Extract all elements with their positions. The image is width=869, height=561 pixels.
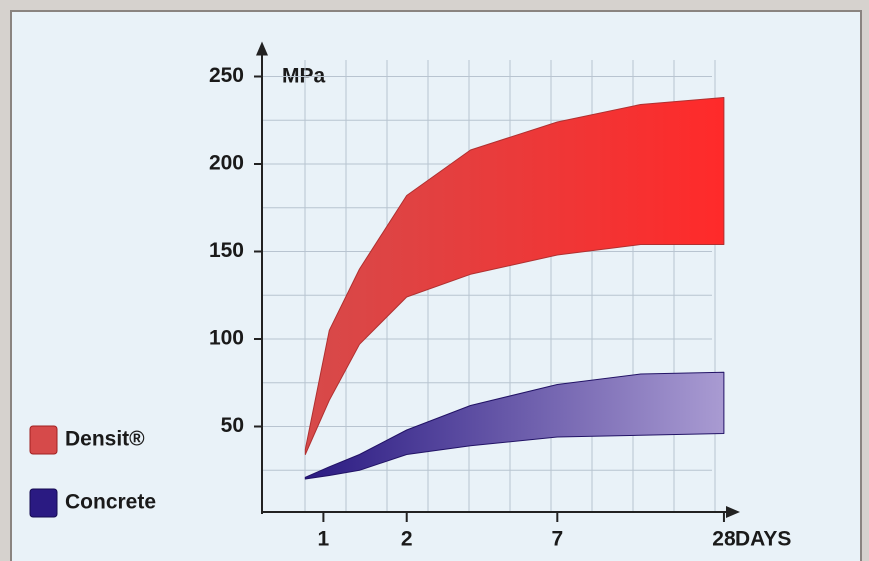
y-tick-label: 150 bbox=[209, 239, 244, 262]
x-tick-label: 1 bbox=[318, 528, 330, 551]
legend-label: Concrete bbox=[65, 491, 156, 514]
x-axis-arrow bbox=[726, 506, 740, 518]
range-band bbox=[304, 97, 725, 455]
y-axis-arrow bbox=[256, 41, 268, 56]
x-axis-label: DAYS bbox=[735, 528, 791, 551]
y-tick-label: 50 bbox=[221, 414, 244, 437]
legend-label: Densit® bbox=[65, 428, 145, 451]
y-tick-label: 200 bbox=[209, 152, 244, 175]
y-tick-label: 100 bbox=[209, 327, 244, 350]
legend-swatch bbox=[29, 488, 58, 518]
range-band bbox=[304, 371, 725, 480]
x-tick-label: 28 bbox=[712, 528, 736, 551]
x-tick-label: 2 bbox=[401, 528, 413, 551]
y-tick-label: 250 bbox=[209, 64, 244, 87]
legend-swatch bbox=[29, 425, 58, 455]
x-tick-label: 7 bbox=[551, 528, 563, 551]
